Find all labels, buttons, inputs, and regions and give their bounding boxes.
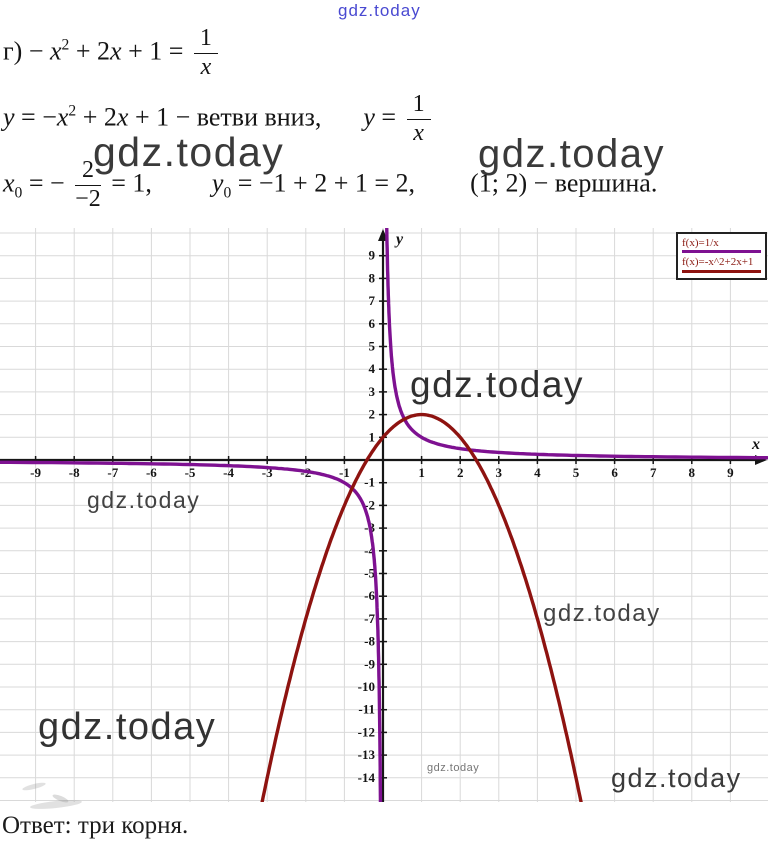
svg-text:-6: -6 — [364, 588, 375, 603]
svg-text:3: 3 — [369, 384, 376, 399]
plot-legend: f(x)=1/x f(x)=-x^2+2x+1 — [676, 232, 767, 280]
watermark-gdz-small: gdz.today — [427, 762, 480, 774]
legend-entry-parabola: f(x)=-x^2+2x+1 — [682, 255, 761, 273]
eq3-var-y0: y — [211, 168, 224, 198]
eq2-t1: = − — [14, 102, 57, 132]
watermark-gdz: gdz.today — [38, 706, 217, 748]
fraction-2-over-minus2: 2 −2 — [75, 157, 101, 213]
eq2-eq: = — [374, 102, 403, 132]
svg-text:-1: -1 — [339, 465, 350, 480]
function-plot: -9 -8 -7 -6 -5 -4 -3 -2 -1 1 2 3 4 5 6 7 8 9987654321-1-2… — [0, 228, 768, 802]
watermark-gdz: gdz.today — [478, 132, 665, 176]
eq1-var-x: x — [50, 36, 62, 66]
eq1-mid: + 2 — [69, 36, 111, 66]
svg-text:-1: -1 — [364, 475, 375, 490]
svg-text:4: 4 — [369, 361, 376, 376]
svg-text:6: 6 — [369, 316, 376, 331]
fraction-denominator: x — [413, 119, 424, 146]
y-axis-label: y — [394, 231, 404, 248]
watermark-gdz: gdz.today — [410, 364, 584, 405]
eq3-t0: = − — [22, 168, 72, 198]
svg-text:-5: -5 — [185, 465, 196, 480]
svg-text:4: 4 — [534, 465, 541, 480]
svg-text:-8: -8 — [69, 465, 80, 480]
svg-text:-11: -11 — [358, 702, 375, 717]
watermark-gdz-top: gdz.today — [338, 1, 421, 20]
svg-text:9: 9 — [369, 248, 376, 263]
eq1-var-x2: x — [110, 36, 122, 66]
tick-marks-and-labels: -9 -8 -7 -6 -5 -4 -3 -2 -1 1 2 3 4 5 6 7 8 9987654321-1-2… — [30, 231, 760, 785]
svg-text:-13: -13 — [358, 747, 376, 762]
svg-text:8: 8 — [369, 270, 376, 285]
svg-text:9: 9 — [727, 465, 734, 480]
svg-text:-12: -12 — [358, 724, 375, 739]
svg-text:2: 2 — [369, 407, 376, 422]
eq1-exponent: 2 — [61, 36, 70, 54]
answer-line: Ответ: три корня. — [2, 812, 189, 839]
svg-text:1: 1 — [369, 429, 376, 444]
svg-text:-8: -8 — [364, 634, 375, 649]
svg-text:7: 7 — [369, 293, 376, 308]
fraction-numerator: 2 — [75, 157, 101, 186]
eq2-exponent: 2 — [68, 102, 77, 120]
legend-color-rule-parabola — [682, 269, 761, 273]
svg-text:-7: -7 — [364, 611, 375, 626]
svg-text:-6: -6 — [146, 465, 157, 480]
watermark-gdz: gdz.today — [543, 600, 661, 627]
legend-label-parabola: f(x)=-x^2+2x+1 — [682, 256, 754, 269]
fraction-numerator: 1 — [406, 91, 431, 120]
eq3-var-x0: x — [3, 168, 15, 198]
svg-text:-14: -14 — [358, 770, 376, 785]
equation-line-3: x0 = − 2 −2 = 1, y0 = −1 + 2 + 1 = 2, (1; 2… — [3, 157, 658, 213]
fraction-denominator: x — [200, 53, 212, 80]
watermark-gdz: gdz.today — [87, 487, 201, 513]
svg-text:5: 5 — [369, 339, 376, 354]
eq1-eq: + 1 = — [121, 36, 190, 66]
svg-text:6: 6 — [611, 465, 618, 480]
legend-entry-reciprocal: f(x)=1/x — [682, 236, 761, 254]
svg-text:-9: -9 — [30, 465, 41, 480]
fraction-numerator: 1 — [193, 25, 218, 54]
watermark-gdz: gdz.today — [611, 763, 742, 793]
eq1-lead: г) − — [3, 36, 50, 66]
svg-text:-4: -4 — [223, 465, 234, 480]
svg-text:-2: -2 — [364, 497, 375, 512]
eq3-sub0: 0 — [14, 184, 23, 202]
eq2-branches-note: + 1 − ветви вниз, — [128, 102, 322, 132]
svg-text:-10: -10 — [358, 679, 375, 694]
svg-text:7: 7 — [650, 465, 657, 480]
svg-text:3: 3 — [496, 465, 503, 480]
fraction-denominator: −2 — [75, 185, 101, 212]
svg-text:-9: -9 — [364, 656, 375, 671]
legend-label-reciprocal: f(x)=1/x — [682, 237, 719, 249]
eq2-var-y: y — [3, 102, 15, 132]
eq3-sub1: 0 — [223, 184, 232, 202]
svg-text:-7: -7 — [107, 465, 118, 480]
x-axis-label: x — [751, 436, 760, 453]
eq2-var-y2: y — [363, 102, 375, 132]
eq2-var-x2: x — [116, 102, 129, 132]
eq3-y0-result: = −1 + 2 + 1 = 2, — [231, 168, 416, 198]
svg-text:2: 2 — [457, 465, 464, 480]
svg-text:1: 1 — [418, 465, 425, 480]
curve-reciprocal-positive — [385, 228, 768, 460]
svg-text:-3: -3 — [262, 465, 273, 480]
legend-color-rule-reciprocal — [682, 250, 761, 254]
svg-text:8: 8 — [689, 465, 696, 480]
svg-text:-4: -4 — [364, 543, 375, 558]
watermark-gdz: gdz.today — [93, 129, 285, 175]
svg-text:-5: -5 — [364, 566, 375, 581]
curve-parabola — [260, 412, 583, 802]
svg-text:5: 5 — [573, 465, 580, 480]
eq3-x0-result: = 1, — [104, 168, 152, 198]
eq2-t2: + 2 — [76, 102, 117, 132]
eq3-vertex-note: (1; 2) − вершина. — [470, 168, 658, 198]
eq2-var-x: x — [56, 102, 69, 132]
